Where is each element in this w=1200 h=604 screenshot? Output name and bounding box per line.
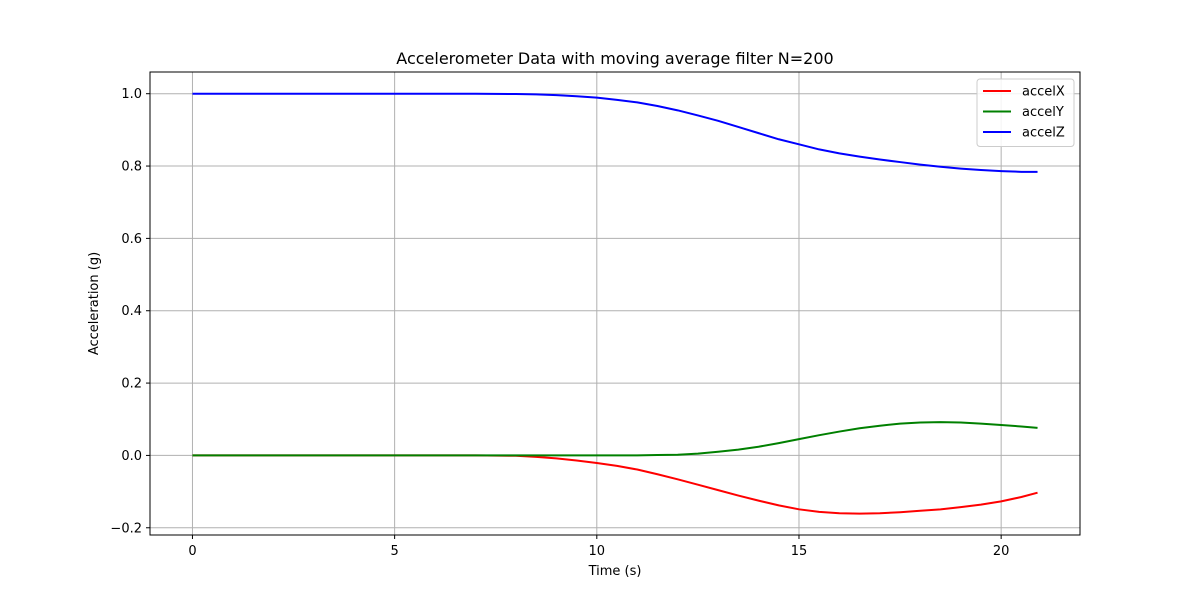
y-tick-label: −0.2 [110, 521, 142, 536]
legend-box [976, 78, 1075, 147]
chart-title: Accelerometer Data with moving average f… [396, 49, 833, 68]
x-tick-label: 15 [791, 544, 808, 559]
series-line-accelZ [192, 92, 1038, 173]
legend-label-accelX: accelX [1022, 85, 1065, 100]
y-axis-label: Acceleration (g) [87, 252, 102, 355]
x-tick-label: 5 [390, 544, 398, 559]
y-tick-label: 1.0 [121, 87, 142, 102]
series-line-accelY [192, 421, 1038, 457]
y-tick-label: 0.4 [121, 304, 142, 319]
x-tick-label: 0 [188, 544, 196, 559]
x-axis-label: Time (s) [588, 564, 642, 579]
y-tick-label: 0.0 [121, 449, 142, 464]
axis-ticks: 0 5 10 15 20 −0.2 0.0 0.2 0.4 0.6 0.8 1.0 [110, 87, 1009, 559]
y-tick-label: 0.6 [121, 232, 142, 247]
series-lines [192, 92, 1038, 515]
plot-frame [149, 71, 1081, 536]
x-tick-label: 20 [993, 544, 1010, 559]
x-tick-label: 10 [589, 544, 606, 559]
legend: accelX accelY accelZ [976, 78, 1075, 147]
legend-label-accelZ: accelZ [1022, 126, 1065, 141]
y-tick-label: 0.8 [121, 160, 142, 175]
legend-label-accelY: accelY [1022, 105, 1064, 120]
series-line-accelX [192, 454, 1038, 515]
y-tick-label: 0.2 [121, 377, 142, 392]
